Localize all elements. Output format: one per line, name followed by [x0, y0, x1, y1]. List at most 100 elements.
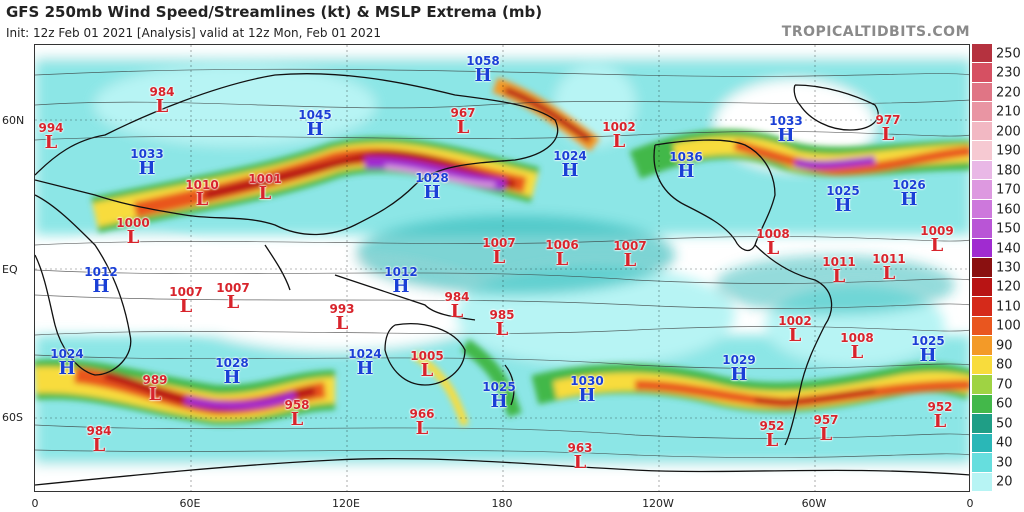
pressure-value: 1002	[778, 314, 812, 328]
low-pressure-marker: 1000 L	[116, 217, 149, 247]
low-pressure-marker: 957 L	[813, 414, 838, 444]
map-title: GFS 250mb Wind Speed/Streamlines (kt) & …	[6, 3, 543, 21]
pressure-symbol: L	[850, 342, 864, 363]
pressure-symbol: L	[819, 424, 833, 445]
pressure-value: 1033	[769, 114, 803, 128]
pressure-value: 1007	[613, 239, 647, 253]
lon-label-180: 180	[491, 497, 513, 510]
colorbar-label: 130	[996, 260, 1021, 276]
colorbar-swatch	[972, 316, 992, 337]
pressure-symbol: L	[335, 313, 349, 334]
pressure-value: 958	[284, 398, 310, 412]
pressure-value: 1001	[248, 172, 282, 186]
brand-watermark[interactable]: TROPICALTIDBITS.COM	[781, 24, 970, 40]
colorbar-label: 40	[996, 435, 1013, 451]
low-pressure-marker: 967 L	[450, 107, 475, 137]
coastlines	[35, 73, 969, 486]
pressure-symbol: L	[450, 301, 464, 322]
lon-label-120e: 120E	[332, 497, 360, 510]
pressure-symbol: H	[423, 182, 441, 203]
high-pressure-marker: 1058 H	[466, 55, 499, 85]
low-pressure-marker: 1008 L	[840, 332, 873, 362]
pressure-symbol: H	[138, 158, 156, 179]
colorbar-label: 80	[996, 357, 1013, 373]
colorbar-label: 150	[996, 221, 1021, 237]
pressure-symbol: L	[415, 418, 429, 439]
high-pressure-marker: 1030 H	[570, 375, 603, 405]
colorbar-label: 90	[996, 338, 1013, 354]
pressure-symbol: L	[612, 131, 626, 152]
high-pressure-marker: 1033 H	[130, 148, 163, 178]
pressure-symbol: H	[58, 358, 76, 379]
colorbar-label: 250	[996, 46, 1021, 62]
low-pressure-marker: 1006 L	[545, 239, 578, 269]
lon-label-60e: 60E	[179, 497, 201, 510]
low-pressure-marker: 1007 L	[169, 286, 202, 316]
pressure-value: 1033	[130, 147, 164, 161]
pressure-value: 985	[489, 308, 515, 322]
colorbar-swatch	[972, 180, 992, 200]
high-pressure-marker: 1025 H	[482, 381, 515, 411]
colorbar-label: 20	[996, 474, 1013, 490]
pressure-value: 993	[329, 302, 355, 316]
colorbar-swatch	[972, 102, 992, 122]
colorbar-swatch	[972, 44, 992, 64]
low-pressure-marker: 1010 L	[185, 179, 218, 209]
colorbar-swatch	[972, 355, 992, 376]
pressure-value: 1009	[920, 224, 954, 238]
colorbar-swatch	[972, 141, 992, 161]
colorbar-swatch	[972, 297, 992, 317]
colorbar-swatch	[972, 258, 992, 278]
pressure-symbol: L	[258, 183, 272, 204]
low-pressure-marker: 952 L	[927, 401, 952, 431]
pressure-symbol: H	[392, 276, 410, 297]
pressure-symbol: H	[730, 364, 748, 385]
pressure-value: 977	[875, 113, 901, 127]
high-pressure-marker: 1025 H	[911, 335, 944, 365]
high-pressure-marker: 1025 H	[826, 185, 859, 215]
low-pressure-marker: 984 L	[149, 86, 174, 116]
pressure-symbol: H	[919, 345, 937, 366]
pressure-value: 952	[759, 419, 785, 433]
colorbar-label: 170	[996, 182, 1021, 198]
low-pressure-marker: 1008 L	[756, 228, 789, 258]
pressure-symbol: L	[195, 189, 209, 210]
low-pressure-marker: 984 L	[86, 425, 111, 455]
pressure-symbol: H	[306, 119, 324, 140]
pressure-value: 1025	[826, 184, 860, 198]
colorbar-swatch	[972, 277, 992, 298]
pressure-symbol: H	[834, 195, 852, 216]
high-pressure-marker: 1028 H	[415, 172, 448, 202]
colorbar-label: 190	[996, 143, 1021, 159]
low-pressure-marker: 1002 L	[778, 315, 811, 345]
low-pressure-marker: 1009 L	[920, 225, 953, 255]
pressure-symbol: L	[420, 360, 434, 381]
lon-label-60w: 60W	[801, 497, 827, 510]
colorbar-swatch	[972, 238, 992, 259]
colorbar-swatch	[972, 336, 992, 356]
pressure-symbol: L	[290, 409, 304, 430]
pressure-symbol: L	[765, 430, 779, 451]
wind-field	[35, 45, 969, 491]
colorbar-label: 110	[996, 299, 1021, 315]
pressure-symbol: L	[832, 266, 846, 287]
pressure-symbol: L	[881, 124, 895, 145]
jet-streams	[35, 77, 969, 427]
pressure-value: 967	[450, 106, 476, 120]
low-pressure-marker: 985 L	[489, 309, 514, 339]
pressure-symbol: L	[933, 411, 947, 432]
pressure-value: 1029	[722, 353, 756, 367]
pressure-value: 1006	[545, 238, 579, 252]
pressure-value: 1012	[384, 265, 418, 279]
low-pressure-marker: 1002 L	[602, 121, 635, 151]
lat-label-eq: EQ	[2, 263, 18, 276]
pressure-symbol: L	[179, 296, 193, 317]
pressure-symbol: H	[677, 161, 695, 182]
pressure-symbol: L	[148, 384, 162, 405]
pressure-value: 1011	[822, 255, 856, 269]
pressure-value: 1028	[415, 171, 449, 185]
wind-speed-colorbar	[972, 44, 992, 492]
colorbar-label: 30	[996, 455, 1013, 471]
low-pressure-marker: 1005 L	[410, 350, 443, 380]
low-pressure-marker: 1001 L	[248, 173, 281, 203]
